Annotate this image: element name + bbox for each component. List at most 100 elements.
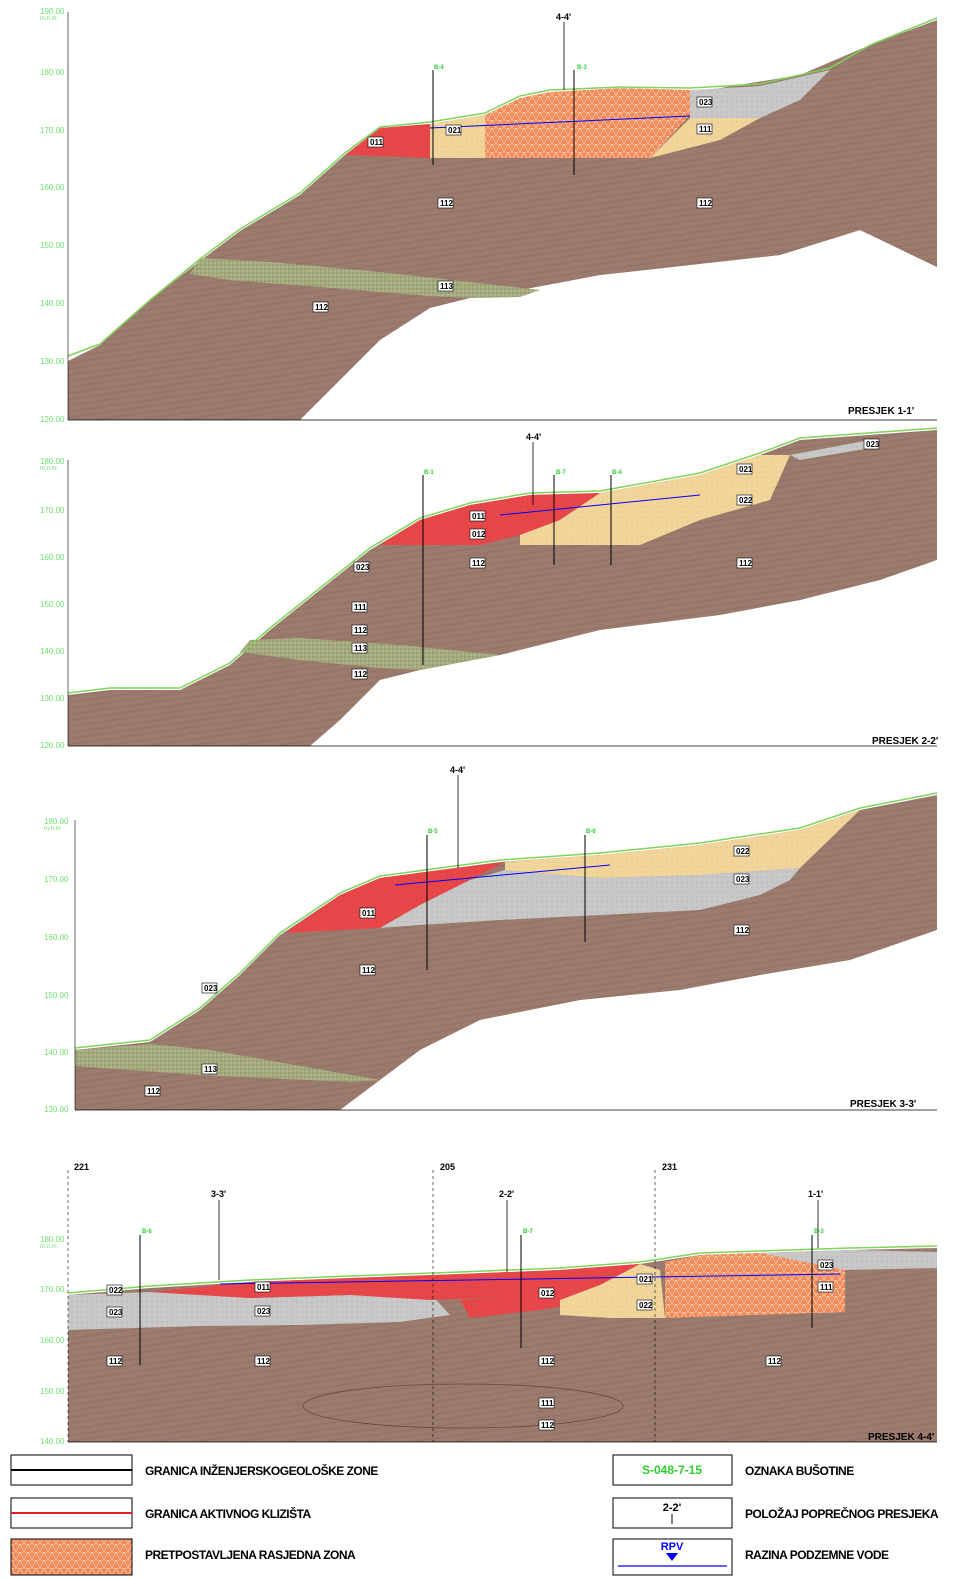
zone-labels: 011 021 023 111 112 112 112 113 — [312, 96, 713, 313]
zone-label: 112 — [541, 1421, 554, 1430]
legend-label: POLOŽAJ POPREČNOG PRESJEKA — [745, 1506, 939, 1521]
legend-label: GRANICA AKTIVNOG KLIZIŠTA — [145, 1506, 312, 1521]
zone-011-012 — [380, 493, 600, 545]
ground-line-3 — [74, 792, 938, 1049]
legend-label: OZNAKA BUŠOTINE — [745, 1463, 854, 1478]
zone-label: 011 — [472, 512, 485, 521]
zone-023-right — [760, 1250, 937, 1270]
zone-label: 023 — [699, 98, 713, 107]
zone-111-lens — [302, 1383, 624, 1429]
borehole-label: B-1 — [424, 470, 434, 476]
elevation-label: 180.00 — [40, 1235, 65, 1244]
section-mark: 4-4' — [526, 432, 541, 442]
elevation-label: 130.00 — [40, 694, 65, 703]
zone-label: 021 — [448, 126, 462, 135]
zone-011-red — [150, 1264, 640, 1300]
zone-label: 021 — [639, 1275, 653, 1284]
section-3 — [74, 775, 938, 1111]
elevation-label: 170.00 — [40, 506, 65, 515]
legend-label: GRANICA INŽENJERSKOGEOLOŠKE ZONE — [145, 1463, 378, 1478]
zone-labels: 011 022 023 023 112 112 113 112 — [144, 845, 750, 1097]
borehole-label: B-3 — [577, 65, 587, 71]
station-label: 205 — [440, 1162, 455, 1172]
elevation-unit: m.n.m — [40, 16, 57, 22]
section-4 — [67, 1170, 938, 1443]
zone-112-upper — [200, 20, 937, 298]
fault-zone-1 — [485, 88, 690, 158]
zone-label: 112 — [354, 626, 367, 635]
zone-label: 113 — [440, 282, 453, 291]
zone-113-band — [240, 638, 500, 670]
water-triangle-icon — [666, 1553, 678, 1561]
elevation-label: 160.00 — [40, 1336, 65, 1345]
section-title: PRESJEK 4-4' — [868, 1432, 934, 1443]
zone-011 — [345, 124, 430, 158]
elevation-label: 120.00 — [40, 741, 65, 750]
station-label: 231 — [662, 1162, 677, 1172]
ground-line-1 — [67, 17, 938, 357]
section-2-labels: 180.00 m.n.m 170.00 160.00 150.00 140.00… — [40, 432, 938, 750]
zone-label: 012 — [541, 1289, 555, 1298]
zone-022 — [505, 810, 860, 878]
groundwater-line-3 — [394, 864, 611, 886]
elevation-label: 180.00 — [40, 68, 65, 77]
legend-label: PRETPOSTAVLJENA RASJEDNA ZONA — [145, 1548, 356, 1562]
zone-label: 023 — [866, 440, 880, 449]
elevation-label: 150.00 — [40, 600, 65, 609]
section-1 — [67, 12, 938, 421]
elevation-label: 130.00 — [40, 357, 65, 366]
elevation-label: 150.00 — [40, 241, 65, 250]
zone-label: 112 — [315, 303, 328, 312]
elevation-label: 140.00 — [40, 647, 65, 656]
station-label: 221 — [74, 1162, 89, 1172]
zone-label: 112 — [440, 199, 453, 208]
zone-label: 111 — [541, 1399, 554, 1408]
elevation-label: 160.00 — [40, 553, 65, 562]
zone-label: 111 — [699, 125, 712, 134]
legend-swatch-borehole — [612, 1454, 733, 1486]
legend-swatch-text: RPV — [661, 1541, 684, 1553]
borehole-label: B-3 — [814, 1229, 824, 1235]
zone-label: 022 — [736, 847, 750, 856]
zone-label: 112 — [739, 559, 752, 568]
section-3-labels: 180.00 m.n.m 170.00 160.00 150.00 140.00… — [44, 765, 916, 1114]
zone-label: 023 — [736, 875, 750, 884]
zone-label: 022 — [739, 496, 753, 505]
borehole-label: B-6 — [142, 1229, 152, 1235]
fault-zone-4 — [665, 1253, 845, 1318]
borehole-label: B-5 — [428, 829, 438, 835]
zone-label: 012 — [472, 530, 486, 539]
zone-label: 112 — [472, 559, 485, 568]
zone-label: 023 — [257, 1307, 271, 1316]
zone-label: 011 — [257, 1283, 270, 1292]
zone-labels: 011 012 021 022 023 023 112 112 111 112 … — [351, 438, 880, 680]
section-1-labels: 190.00 m.n.m 180.00 170.00 160.00 150.00… — [40, 7, 914, 424]
zone-label: 022 — [109, 1286, 123, 1295]
legend: GRANICA INŽENJERSKOGEOLOŠKE ZONE GRANICA… — [10, 1454, 939, 1576]
legend-swatch-fault-zone — [10, 1538, 133, 1576]
ground-line-4 — [67, 1245, 938, 1294]
legend-swatch-text: S-048-7-15 — [642, 1463, 702, 1477]
borehole-label: B-4 — [434, 65, 444, 71]
zone-label: 111 — [354, 603, 367, 612]
zone-label: 112 — [147, 1087, 160, 1096]
zone-label: 111 — [820, 1283, 833, 1292]
elevation-label: 140.00 — [40, 299, 65, 308]
elevation-unit: m.n.m — [44, 826, 61, 832]
elevation-label: 170.00 — [40, 1285, 65, 1294]
elevation-label: 120.00 — [40, 415, 65, 424]
section-title: PRESJEK 1-1' — [848, 406, 914, 417]
elevation-label: 170.00 — [44, 875, 69, 884]
elevation-label: 160.00 — [40, 183, 65, 192]
section-mark: 4-4' — [556, 12, 571, 22]
zone-label: 112 — [736, 926, 749, 935]
elevation-label: 160.00 — [44, 933, 69, 942]
zone-label: 022 — [639, 1301, 653, 1310]
zone-label: 023 — [109, 1308, 123, 1317]
zone-label: 113 — [204, 1065, 217, 1074]
zone-label: 112 — [354, 670, 367, 679]
groundwater-line-2 — [499, 494, 701, 516]
zone-label: 023 — [204, 984, 218, 993]
zone-023 — [690, 70, 830, 118]
borehole-label: B-6 — [586, 829, 596, 835]
